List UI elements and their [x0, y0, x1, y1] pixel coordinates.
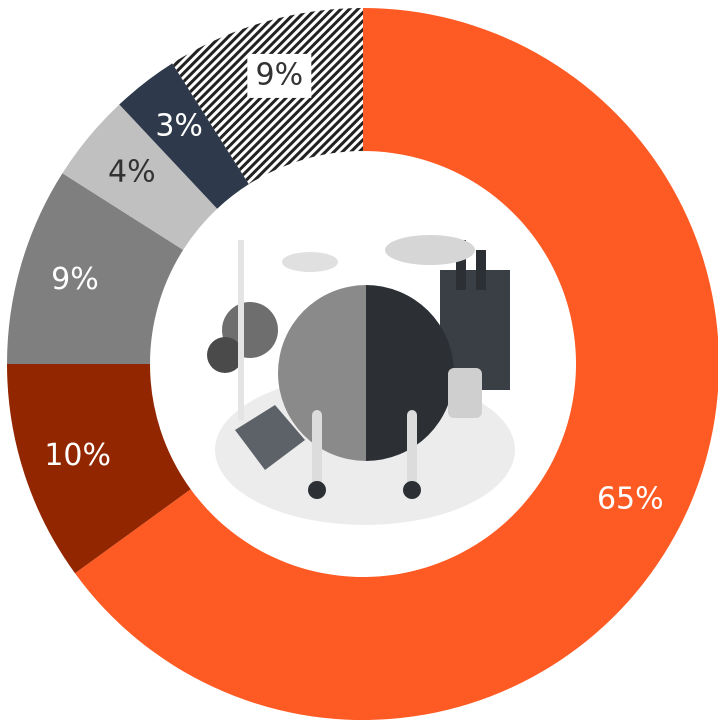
slice-label: 3%	[155, 108, 203, 143]
slice-label: 10%	[44, 438, 111, 473]
slice-label: 9%	[51, 262, 99, 297]
donut-slice	[119, 63, 249, 209]
slice-label: 4%	[108, 154, 156, 189]
donut-slice	[7, 364, 191, 574]
slice-label: 65%	[597, 482, 664, 517]
donut-slice	[62, 104, 218, 250]
illustration	[207, 235, 515, 525]
donut-slice	[7, 173, 184, 364]
label-background	[247, 53, 312, 98]
slice-label: 9%	[256, 57, 304, 92]
donut-slice	[74, 8, 718, 720]
